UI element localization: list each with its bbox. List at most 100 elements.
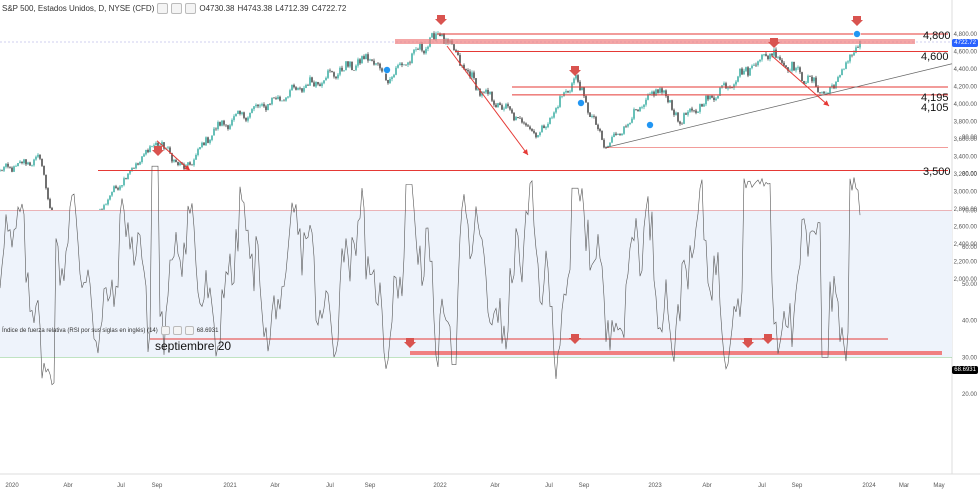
- price-candle: [477, 88, 479, 90]
- price-candle: [243, 112, 245, 118]
- price-candle: [101, 209, 103, 211]
- price-candle: [459, 55, 461, 66]
- time-axis-tick: Sep: [365, 483, 376, 489]
- price-axis-tick: 4,000.00: [954, 102, 978, 108]
- rsi-settings-button[interactable]: [172, 326, 182, 335]
- price-candle: [707, 95, 709, 100]
- price-candle: [3, 166, 5, 171]
- price-candle: [45, 174, 47, 189]
- price-candle: [197, 149, 199, 155]
- price-candle: [623, 126, 625, 134]
- visibility-toggle-button[interactable]: [157, 3, 169, 14]
- price-candle: [495, 104, 497, 108]
- price-candle: [709, 95, 711, 100]
- price-candle: [281, 100, 283, 102]
- price-candle: [693, 110, 695, 112]
- event-marker-icon[interactable]: [853, 30, 861, 38]
- rsi-visibility-button[interactable]: [160, 326, 170, 335]
- price-candle: [621, 133, 623, 136]
- price-candle: [661, 88, 663, 93]
- event-marker-icon[interactable]: [577, 99, 585, 107]
- price-candle: [587, 102, 589, 113]
- price-axis-tick: 3,800.00: [954, 120, 978, 126]
- price-candle: [403, 64, 405, 66]
- price-candle: [413, 49, 415, 54]
- price-candle: [511, 109, 513, 113]
- price-candle: [507, 104, 509, 107]
- settings-button[interactable]: [171, 3, 183, 14]
- event-marker-icon[interactable]: [646, 121, 654, 129]
- price-candle: [719, 87, 721, 96]
- rsi-marker-icon: [404, 338, 416, 348]
- price-candle: [525, 123, 527, 126]
- price-candle: [505, 104, 507, 109]
- price-candle: [365, 54, 367, 60]
- sell-marker-icon: [435, 15, 447, 25]
- price-candle: [139, 162, 141, 165]
- price-candle: [359, 59, 361, 64]
- event-marker-icon[interactable]: [383, 66, 391, 74]
- trend-arrow-line: [446, 45, 529, 156]
- price-candle: [155, 142, 157, 146]
- price-candle: [499, 103, 501, 106]
- price-candle: [0, 170, 1, 171]
- price-candle: [235, 113, 237, 117]
- price-candle: [387, 79, 389, 84]
- price-candle: [665, 90, 667, 96]
- price-candle: [761, 54, 763, 60]
- price-candle: [129, 170, 131, 174]
- ohlc-low: L4712.39: [275, 4, 309, 13]
- price-candle: [497, 103, 499, 108]
- price-candle: [339, 67, 341, 75]
- price-candle: [407, 62, 409, 65]
- price-candle: [849, 54, 851, 62]
- more-options-button[interactable]: [185, 3, 197, 14]
- price-candle: [233, 116, 235, 120]
- price-candle: [795, 68, 797, 71]
- price-axis-tick: 2,800.00: [954, 207, 978, 213]
- price-candle: [35, 156, 37, 160]
- price-candle: [473, 72, 475, 79]
- price-candle: [651, 91, 653, 94]
- price-candle: [805, 82, 807, 84]
- time-axis-tick: Mar: [899, 483, 909, 489]
- price-candle: [659, 88, 661, 93]
- rsi-axis-tick: 90.00: [962, 135, 978, 141]
- price-candle: [421, 43, 423, 51]
- price-candle: [793, 61, 795, 71]
- price-candle: [137, 163, 139, 165]
- price-candle: [705, 95, 707, 105]
- price-candle: [187, 162, 189, 166]
- price-candle: [105, 204, 107, 206]
- price-candle: [149, 146, 151, 153]
- price-candle: [369, 59, 371, 61]
- time-axis-tick: Abr: [490, 483, 499, 489]
- price-candle: [527, 125, 529, 127]
- price-candle: [611, 137, 613, 143]
- price-candle: [47, 188, 49, 200]
- price-candle: [355, 65, 357, 71]
- price-candle: [201, 142, 203, 148]
- price-candle: [317, 82, 319, 85]
- price-candle: [23, 159, 25, 164]
- price-candle: [537, 135, 539, 138]
- price-candle: [573, 78, 575, 84]
- price-candle: [827, 93, 829, 94]
- price-candle: [501, 105, 503, 110]
- price-candle: [285, 97, 287, 101]
- price-candle: [727, 87, 729, 89]
- price-candle: [175, 159, 177, 163]
- price-candle: [333, 72, 335, 77]
- price-candle: [671, 100, 673, 110]
- price-candle: [309, 77, 311, 86]
- price-candle: [645, 99, 647, 105]
- price-candle: [345, 61, 347, 71]
- price-candle: [113, 186, 115, 193]
- price-candle: [433, 33, 435, 40]
- price-candle: [177, 162, 179, 165]
- rsi-more-button[interactable]: [184, 326, 194, 335]
- time-axis-tick: 2023: [648, 483, 662, 489]
- price-candle: [29, 162, 31, 166]
